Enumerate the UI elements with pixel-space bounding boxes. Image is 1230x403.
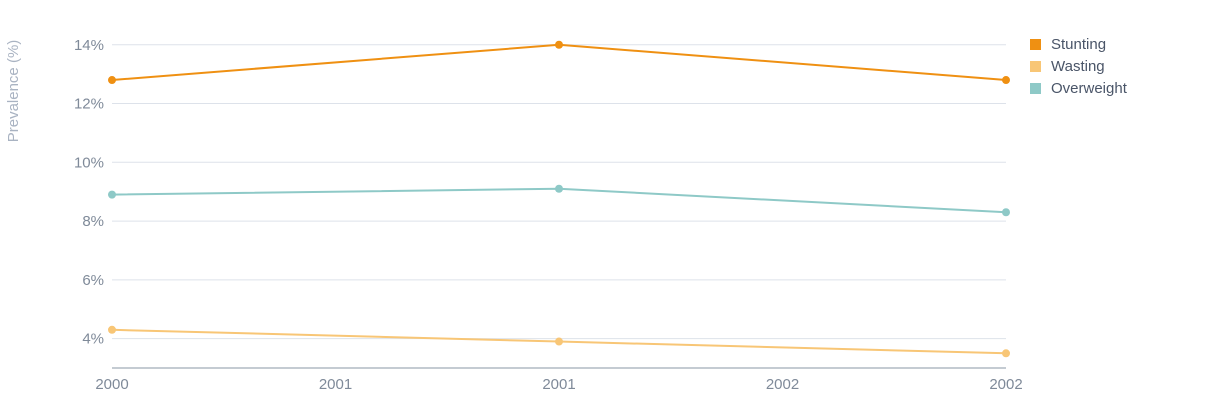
x-tick-label: 2002	[766, 376, 799, 393]
data-point-overweight[interactable]	[555, 184, 563, 193]
data-point-stunting[interactable]	[555, 40, 563, 49]
y-axis: 4% 6% 8% 10% 12% 14%	[74, 37, 104, 348]
legend: Stunting Wasting Overweight	[1030, 33, 1127, 99]
x-tick-label: 2002	[989, 376, 1022, 393]
legend-swatch-stunting	[1030, 38, 1041, 50]
legend-label: Stunting	[1051, 35, 1107, 53]
x-tick-label: 2001	[319, 376, 352, 393]
x-tick-label: 2001	[542, 376, 575, 393]
data-point-wasting[interactable]	[555, 337, 563, 346]
series-lines	[108, 40, 1010, 358]
data-point-stunting[interactable]	[1002, 76, 1010, 85]
y-tick-label: 14%	[74, 37, 104, 54]
y-tick-label: 4%	[82, 331, 104, 348]
y-tick-label: 8%	[82, 213, 104, 230]
legend-label: Overweight	[1051, 79, 1127, 97]
x-tick-label: 2000	[95, 376, 128, 393]
x-axis: 2000 2001 2001 2002 2002	[95, 367, 1023, 393]
y-axis-title: Prevalence (%)	[5, 40, 22, 143]
y-tick-label: 12%	[74, 96, 104, 113]
data-point-wasting[interactable]	[1002, 349, 1010, 358]
y-tick-label: 6%	[82, 272, 104, 289]
legend-swatch-overweight	[1030, 82, 1041, 94]
legend-swatch-wasting	[1030, 60, 1041, 72]
legend-item-stunting[interactable]: Stunting	[1030, 33, 1127, 55]
series-line-stunting	[111, 43, 1007, 82]
legend-item-overweight[interactable]: Overweight	[1030, 77, 1127, 99]
y-tick-label: 10%	[74, 154, 104, 171]
legend-item-wasting[interactable]: Wasting	[1030, 55, 1127, 77]
data-point-overweight[interactable]	[108, 190, 116, 199]
data-point-wasting[interactable]	[108, 325, 116, 334]
data-point-stunting[interactable]	[108, 76, 116, 85]
data-point-overweight[interactable]	[1002, 208, 1010, 217]
legend-label: Wasting	[1051, 57, 1105, 75]
